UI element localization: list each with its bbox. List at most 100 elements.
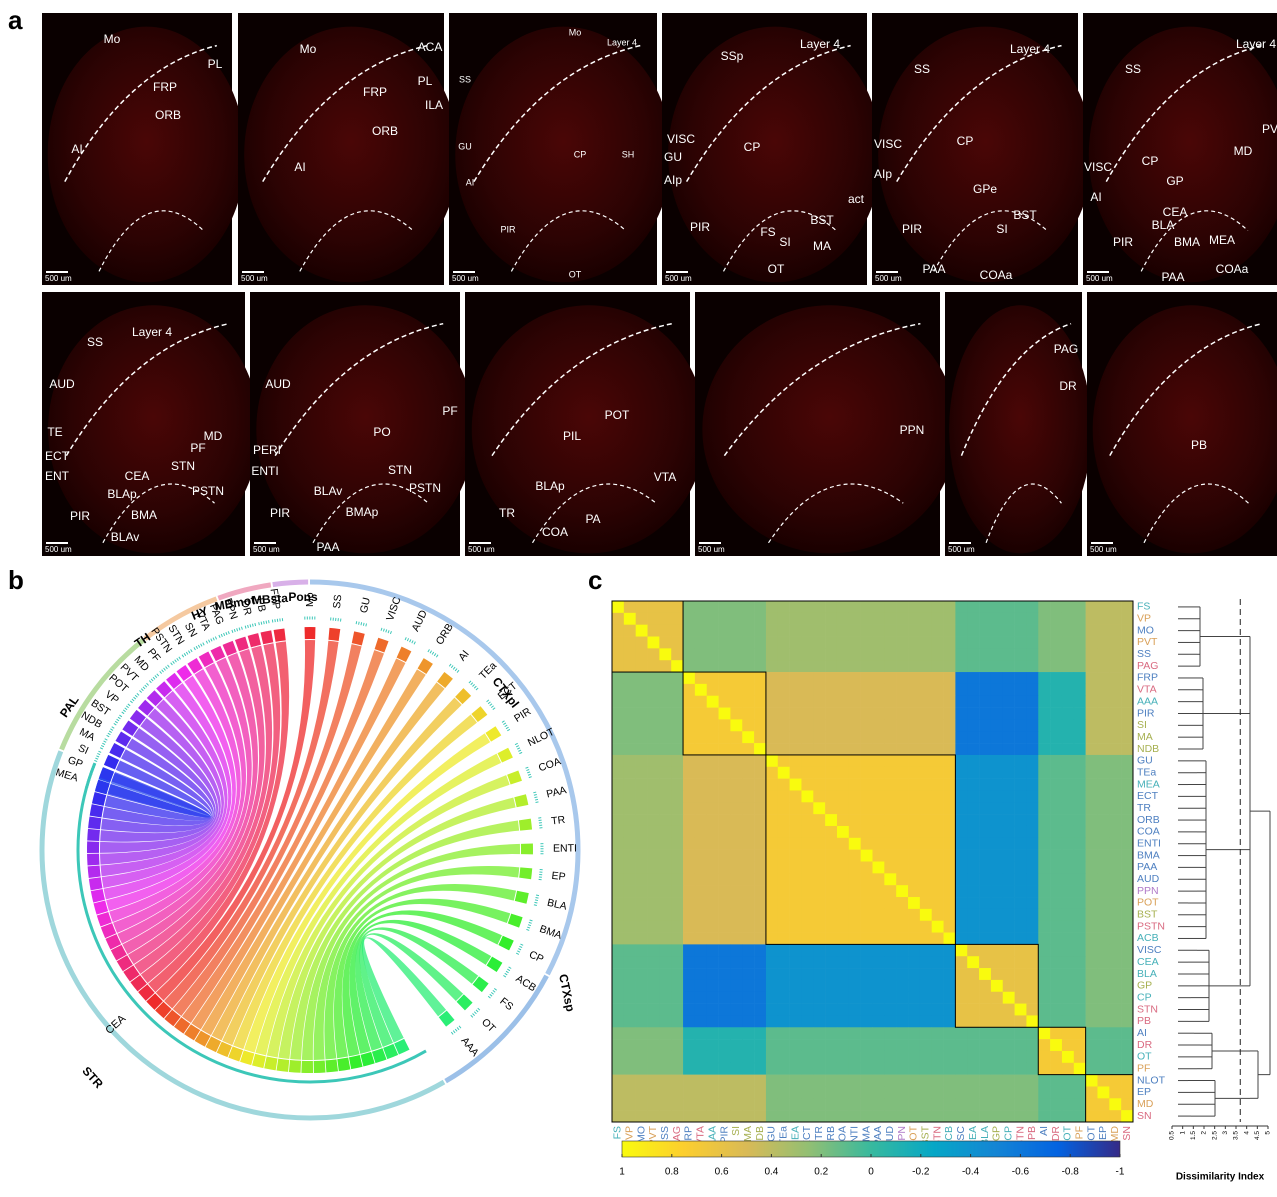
- region-label: VISC: [667, 132, 695, 146]
- source-segment: [521, 892, 523, 902]
- heatmap-cell: [754, 1110, 766, 1122]
- heatmap-cell: [896, 767, 908, 779]
- heatmap-cell: [1003, 1098, 1015, 1110]
- heatmap-cell: [683, 992, 695, 1004]
- heatmap-cell: [991, 1015, 1003, 1027]
- heatmap-cell: [683, 838, 695, 850]
- heatmap-cell: [896, 885, 908, 897]
- heatmap-cell: [1121, 767, 1133, 779]
- heatmap-cell: [707, 1004, 719, 1016]
- heatmap-cell: [742, 885, 754, 897]
- region-label: Mo: [300, 42, 317, 56]
- heatmap-cell: [979, 719, 991, 731]
- row-label: ENTI: [1137, 838, 1161, 850]
- heatmap-cell: [636, 767, 648, 779]
- heatmap-cell: [790, 719, 802, 731]
- heatmap-cell: [1074, 719, 1086, 731]
- heatmap-cell: [932, 1015, 944, 1027]
- heatmap-cell: [896, 731, 908, 743]
- heatmap-cell: [920, 826, 932, 838]
- region-label: VTA: [654, 470, 676, 484]
- source-segment: [135, 714, 141, 722]
- heatmap-cell: [636, 921, 648, 933]
- heatmap-cell: [1050, 850, 1062, 862]
- heatmap-cell: [719, 601, 731, 613]
- heatmap-cell: [920, 1098, 932, 1110]
- heatmap-cell: [695, 731, 707, 743]
- heatmap-cell: [624, 613, 636, 625]
- heatmap-cell: [1003, 648, 1015, 660]
- heatmap-cell: [754, 1051, 766, 1063]
- heatmap-cell: [790, 909, 802, 921]
- heatmap-cell: [648, 1086, 660, 1098]
- target-segment: [128, 969, 134, 978]
- heatmap-cell: [825, 660, 837, 672]
- heatmap-cell: [1121, 696, 1133, 708]
- heatmap-cell: [636, 956, 648, 968]
- heatmap-cell: [695, 660, 707, 672]
- heatmap-cell: [683, 696, 695, 708]
- heatmap-cell: [1074, 648, 1086, 660]
- heatmap-cell: [1003, 1051, 1015, 1063]
- heatmap-cell: [742, 1063, 754, 1075]
- heatmap-cell: [730, 814, 742, 826]
- heatmap-cell: [1026, 719, 1038, 731]
- heatmap-cell: [991, 743, 1003, 755]
- heatmap-cell: [1097, 873, 1109, 885]
- heatmap-cell: [920, 1075, 932, 1087]
- heatmap-cell: [1062, 933, 1074, 945]
- row-label: AUD: [1137, 873, 1160, 885]
- heatmap-cell: [1109, 1004, 1121, 1016]
- heatmap-cell: [624, 1110, 636, 1122]
- heatmap-cell: [1097, 637, 1109, 649]
- heatmap-cell: [944, 684, 956, 696]
- heatmap-cell: [707, 1063, 719, 1075]
- heatmap-cell: [636, 1051, 648, 1063]
- heatmap-cell: [790, 1051, 802, 1063]
- heatmap-cell: [790, 790, 802, 802]
- heatmap-cell: [979, 755, 991, 767]
- heatmap-cell: [1015, 944, 1027, 956]
- heatmap-cell: [908, 1063, 920, 1075]
- heatmap-cell: [1015, 1015, 1027, 1027]
- heatmap-cell: [1074, 625, 1086, 637]
- heatmap-cell: [659, 625, 671, 637]
- heatmap-cell: [944, 956, 956, 968]
- heatmap-cell: [754, 743, 766, 755]
- target-segment: [151, 997, 159, 1005]
- heatmap-cell: [1038, 1039, 1050, 1051]
- heatmap-cell: [1038, 897, 1050, 909]
- heatmap-cell: [967, 719, 979, 731]
- heatmap-cell: [825, 1110, 837, 1122]
- heatmap-cell: [1050, 672, 1062, 684]
- heatmap-cell: [671, 767, 683, 779]
- heatmap-cell: [636, 601, 648, 613]
- heatmap-cell: [1050, 779, 1062, 791]
- heatmap-cell: [1015, 1051, 1027, 1063]
- heatmap-cell: [1062, 743, 1074, 755]
- tick-ring: [517, 944, 522, 954]
- heatmap-cell: [1109, 660, 1121, 672]
- heatmap-cell: [778, 909, 790, 921]
- heatmap-cell: [683, 897, 695, 909]
- heatmap-cell: [790, 956, 802, 968]
- heatmap-cell: [873, 613, 885, 625]
- heatmap-cell: [1109, 885, 1121, 897]
- heatmap-cell: [1026, 814, 1038, 826]
- colorbar-tick-label: 1: [619, 1167, 625, 1178]
- source-segment: [441, 677, 449, 684]
- heatmap-cell: [790, 862, 802, 874]
- heatmap-cell: [979, 637, 991, 649]
- heatmap-cell: [1097, 625, 1109, 637]
- heatmap-cell: [837, 708, 849, 720]
- heatmap-cell: [837, 696, 849, 708]
- heatmap-cell: [967, 1004, 979, 1016]
- scale-bar-label: 500 um: [45, 274, 72, 283]
- heatmap-cell: [683, 1063, 695, 1075]
- heatmap-cell: [825, 625, 837, 637]
- heatmap-cell: [896, 743, 908, 755]
- heatmap-cell: [1050, 885, 1062, 897]
- heatmap-cell: [778, 755, 790, 767]
- heatmap-cell: [636, 1039, 648, 1051]
- tick-ring: [194, 644, 204, 649]
